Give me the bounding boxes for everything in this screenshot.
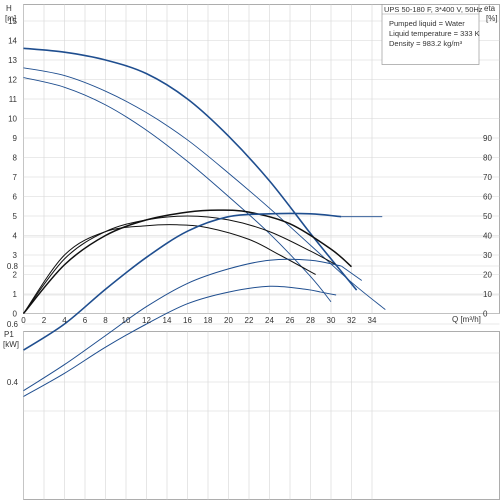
x-tick-label: 2: [42, 316, 47, 325]
info-temperature: Liquid temperature = 333 K: [389, 29, 480, 38]
power-tick-label: 0.4: [7, 378, 19, 387]
power-curve: [340, 265, 363, 281]
y-tick-label: 9: [13, 134, 18, 143]
info-box: [381, 4, 480, 65]
y-axis-unit: [m]: [5, 14, 16, 23]
x-tick-label: 12: [142, 316, 151, 325]
x-tick-label: 34: [368, 316, 377, 325]
x-tick-label: 8: [103, 316, 108, 325]
x-tick-label: 16: [183, 316, 192, 325]
y-tick-label: 15: [8, 17, 17, 26]
x-tick-label: 22: [245, 316, 254, 325]
grid: [23, 4, 500, 500]
y2-tick-label: 0: [483, 310, 488, 319]
power-axis-label: P1: [4, 330, 14, 339]
x-tick-label: 18: [204, 316, 213, 325]
lower-plot-frame: [23, 331, 500, 500]
x-tick-label: 10: [122, 316, 131, 325]
x-tick-label: 28: [306, 316, 315, 325]
y2-tick-label: 20: [483, 271, 492, 280]
y-tick-label: 4: [13, 232, 18, 241]
pump-title: UPS 50-180 F, 3*400 V, 50Hz: [384, 5, 483, 14]
head-curve: [23, 47, 358, 291]
y2-tick-label: 40: [483, 232, 492, 241]
y-tick-label: 0: [13, 310, 18, 319]
efficiency-curve: [23, 215, 337, 314]
x-tick-label: 20: [224, 316, 233, 325]
curves: [22, 47, 386, 397]
x-tick-label: 0: [21, 316, 26, 325]
y-tick-label: 2: [13, 271, 18, 280]
y-axis-label: H: [6, 4, 12, 13]
x-tick-label: 24: [265, 316, 274, 325]
y2-tick-label: 70: [483, 173, 492, 182]
tick-labels: 0 2 4 6 8 10 12 14 16 18 20 22 24 26 28 30 32 34012345678…: [7, 17, 493, 387]
power-curve: [23, 285, 321, 397]
y-tick-label: 12: [8, 76, 17, 85]
y-tick-label: 5: [13, 212, 18, 221]
y-tick-label: 3: [13, 251, 18, 260]
efficiency-curve: [22, 209, 352, 314]
y2-tick-label: 80: [483, 154, 492, 163]
y-tick-label: 8: [13, 154, 18, 163]
x-tick-label: 32: [347, 316, 356, 325]
x-axis-label: Q [m³/h]: [452, 315, 481, 324]
y-tick-label: 6: [13, 193, 18, 202]
power-curve: [320, 291, 337, 296]
power-tick-label: 0.8: [7, 262, 19, 271]
power-curve: [23, 212, 342, 351]
x-tick-label: 30: [327, 316, 336, 325]
y-tick-label: 11: [9, 95, 18, 104]
x-tick-label: 6: [83, 316, 88, 325]
power-curve: [23, 258, 342, 392]
y2-axis-unit: [%]: [486, 14, 498, 23]
y-tick-label: 14: [8, 37, 17, 46]
y2-tick-label: 90: [483, 134, 492, 143]
power-tick-label: 0.6: [7, 320, 19, 329]
y2-tick-label: 50: [483, 212, 492, 221]
x-tick-label: 26: [286, 316, 295, 325]
y2-axis-label: eta: [484, 4, 496, 13]
info-liquid: Pumped liquid = Water: [389, 19, 465, 28]
y-tick-label: 10: [8, 115, 17, 124]
y-tick-label: 1: [13, 290, 18, 299]
x-tick-label: 4: [62, 316, 67, 325]
x-tick-label: 14: [163, 316, 172, 325]
y2-tick-label: 60: [483, 193, 492, 202]
info-density: Density = 983.2 kg/m³: [389, 39, 463, 48]
power-axis-unit: [kW]: [3, 340, 19, 349]
head-curve: [23, 67, 386, 310]
y-tick-label: 13: [8, 56, 17, 65]
y-tick-label: 7: [13, 173, 18, 182]
y2-tick-label: 30: [483, 251, 492, 260]
efficiency-curve: [23, 224, 316, 314]
y2-tick-label: 10: [483, 290, 492, 299]
head-curve: [23, 77, 332, 303]
